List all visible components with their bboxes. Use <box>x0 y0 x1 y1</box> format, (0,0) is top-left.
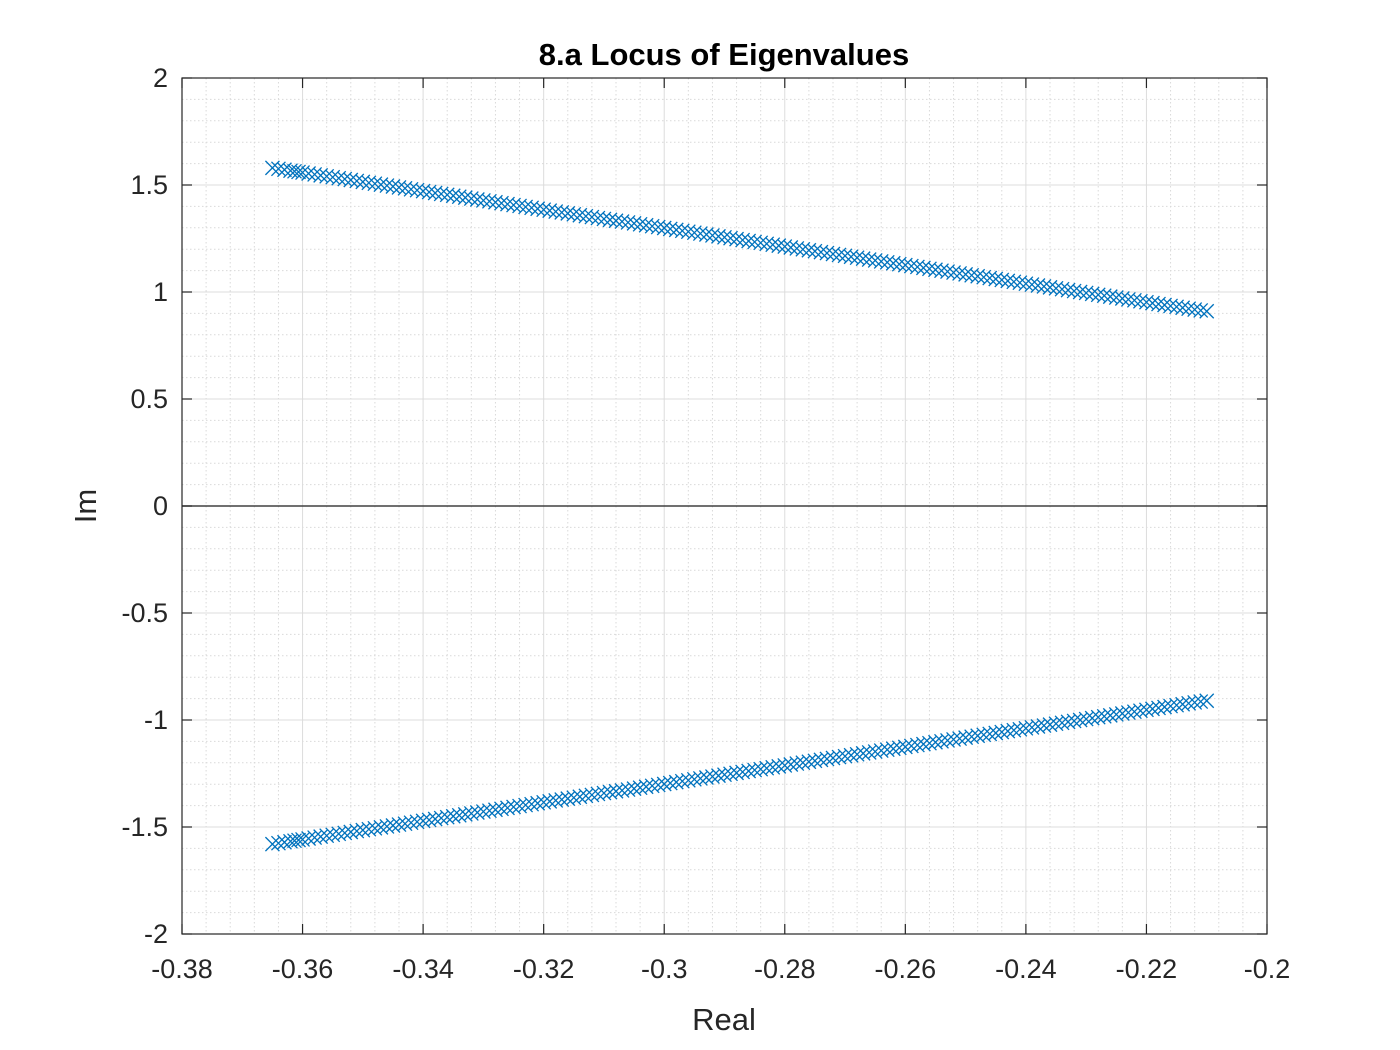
eigenvalue-point <box>608 783 624 799</box>
eigenvalue-point <box>596 211 612 227</box>
eigenvalue-point <box>1193 694 1209 710</box>
x-tick-label: -0.2 <box>1244 954 1291 984</box>
eigenvalue-point <box>1175 696 1191 712</box>
eigenvalue-point <box>596 785 612 801</box>
eigenvalue-point <box>602 212 618 228</box>
eigenvalue-point <box>1199 303 1215 319</box>
eigenvalue-point <box>1181 695 1197 711</box>
eigenvalue-point <box>614 214 630 230</box>
x-tick-label: -0.34 <box>392 954 454 984</box>
x-tick-label: -0.22 <box>1116 954 1178 984</box>
y-tick-label: -2 <box>144 919 168 949</box>
y-tick-label: 0 <box>153 491 168 521</box>
eigenvalue-point <box>1193 302 1209 318</box>
y-tick-label: 1.5 <box>130 170 168 200</box>
x-tick-label: -0.3 <box>641 954 688 984</box>
eigenvalue-point <box>1187 694 1203 710</box>
y-tick-label: 1 <box>153 277 168 307</box>
y-tick-label: 0.5 <box>130 384 168 414</box>
eigenvalue-point <box>1181 301 1197 317</box>
x-axis-label: Real <box>692 1002 756 1037</box>
eigenvalue-point <box>608 213 624 229</box>
x-tick-label: -0.36 <box>272 954 334 984</box>
x-tick-label: -0.32 <box>513 954 575 984</box>
x-axis-ticks: -0.38 -0.36 -0.34 -0.32 -0.3 -0.28 -0.26 -0.24 -… <box>151 78 1290 984</box>
eigenvalue-markers <box>264 160 1215 852</box>
eigenvalue-point <box>1187 302 1203 318</box>
y-axis-ticks: -2 -1.5 -1 -0.5 0 0.5 1 1.5 2 <box>121 63 1267 949</box>
x-tick-label: -0.38 <box>151 954 213 984</box>
y-axis-label: Im <box>68 489 103 523</box>
eigenvalue-point <box>602 784 618 800</box>
eigenvalue-point <box>1199 693 1215 709</box>
y-tick-label: 2 <box>153 63 168 93</box>
y-tick-label: -1 <box>144 705 168 735</box>
x-tick-label: -0.28 <box>754 954 816 984</box>
chart-title: 8.a Locus of Eigenvalues <box>539 37 909 72</box>
y-tick-label: -0.5 <box>121 598 168 628</box>
y-tick-label: -1.5 <box>121 812 168 842</box>
x-tick-label: -0.26 <box>875 954 937 984</box>
eigenvalue-point <box>614 782 630 798</box>
eigenvalue-point <box>1175 300 1191 316</box>
x-tick-label: -0.24 <box>995 954 1057 984</box>
